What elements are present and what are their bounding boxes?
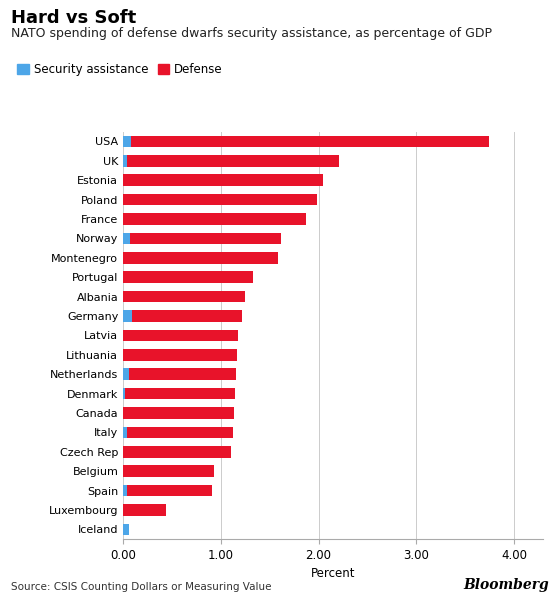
- Bar: [123, 213, 306, 225]
- Bar: [123, 426, 127, 438]
- Bar: [123, 232, 282, 244]
- Bar: [123, 135, 489, 147]
- Bar: [123, 310, 132, 322]
- Bar: [123, 407, 234, 419]
- Bar: [123, 135, 131, 147]
- Bar: [123, 349, 236, 361]
- Bar: [123, 388, 235, 400]
- Bar: [123, 504, 166, 516]
- Bar: [123, 252, 278, 264]
- Text: Bloomberg: Bloomberg: [463, 578, 549, 592]
- Bar: [123, 155, 339, 167]
- Bar: [123, 485, 212, 497]
- Bar: [123, 310, 242, 322]
- Bar: [123, 426, 232, 438]
- Bar: [123, 388, 125, 400]
- Bar: [123, 155, 127, 167]
- Bar: [123, 524, 129, 536]
- Text: NATO spending of defense dwarfs security assistance, as percentage of GDP: NATO spending of defense dwarfs security…: [11, 27, 492, 40]
- Bar: [123, 368, 236, 380]
- Bar: [123, 465, 214, 477]
- X-axis label: Percent: Percent: [311, 567, 356, 580]
- Bar: [123, 485, 127, 497]
- Bar: [123, 232, 130, 244]
- Legend: Security assistance, Defense: Security assistance, Defense: [17, 63, 223, 76]
- Bar: [123, 174, 324, 186]
- Text: Hard vs Soft: Hard vs Soft: [11, 9, 137, 27]
- Bar: [123, 194, 316, 205]
- Bar: [123, 368, 129, 380]
- Text: Source: CSIS Counting Dollars or Measuring Value: Source: CSIS Counting Dollars or Measuri…: [11, 582, 272, 592]
- Bar: [123, 446, 231, 458]
- Bar: [123, 329, 239, 341]
- Bar: [123, 271, 253, 283]
- Bar: [123, 291, 245, 302]
